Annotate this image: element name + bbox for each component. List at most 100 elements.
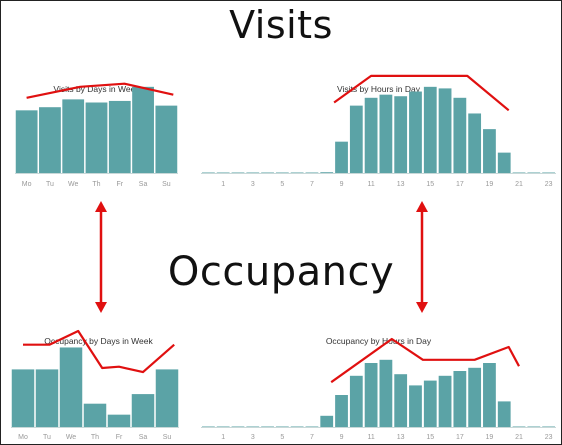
bar-We xyxy=(59,347,83,427)
tick-label: 19 xyxy=(486,181,494,188)
bar-23 xyxy=(542,426,555,427)
chart-occupancy-hours: 1 3 5 7 9 11 13 15 17 19 21 23 xyxy=(201,337,556,441)
bar-2 xyxy=(231,172,245,173)
double-arrow-hours xyxy=(416,201,428,313)
bar-Th xyxy=(83,403,107,427)
tick-label: 19 xyxy=(486,434,494,441)
bar-Sa xyxy=(131,394,155,427)
bar-12 xyxy=(379,359,393,427)
bar-8 xyxy=(320,415,334,427)
tick-label: Th xyxy=(91,434,99,441)
bar-Th xyxy=(85,102,108,173)
bar-18 xyxy=(468,113,482,173)
chart-title-occupancy-hours: Occupancy by Hours in Day xyxy=(325,336,432,346)
bar-Sa xyxy=(132,86,154,173)
tick-label: 15 xyxy=(426,434,434,441)
bar-12 xyxy=(379,94,393,173)
bar-11 xyxy=(364,363,378,427)
tick-label: 1 xyxy=(221,434,225,441)
arrow-head-up xyxy=(416,201,428,212)
bar-0 xyxy=(202,172,215,173)
bar-5 xyxy=(275,426,289,427)
bar-21 xyxy=(512,172,526,173)
tick-label: 1 xyxy=(221,181,225,188)
bar-19 xyxy=(483,129,496,173)
arrow-head-down xyxy=(95,302,107,313)
bar-Fr xyxy=(108,100,131,173)
bar-6 xyxy=(290,172,304,173)
bar-17 xyxy=(453,371,467,427)
visits-heading: Visits xyxy=(229,3,333,47)
tick-label: 13 xyxy=(397,434,405,441)
tick-label: 17 xyxy=(456,181,464,188)
tick-label: 9 xyxy=(340,434,344,441)
tick-label: Tu xyxy=(43,434,51,441)
trend-line xyxy=(26,82,174,99)
bar-15 xyxy=(423,380,437,427)
bar-Fr xyxy=(107,414,131,427)
trend-line xyxy=(23,329,175,374)
chart-visits-days: Mo Tu We Th Fr Sa Su xyxy=(15,82,178,188)
bar-22 xyxy=(527,426,541,427)
bar-18 xyxy=(468,367,482,427)
bar-7 xyxy=(305,172,319,173)
bar-9 xyxy=(335,395,348,427)
bar-23 xyxy=(542,172,555,173)
bar-8 xyxy=(320,172,334,173)
bar-11 xyxy=(364,97,378,173)
tick-label: 7 xyxy=(310,434,314,441)
tick-label: 15 xyxy=(426,181,434,188)
tick-label: Sa xyxy=(139,181,148,188)
arrow-head-down xyxy=(416,302,428,313)
bar-Mo xyxy=(11,369,35,427)
bar-22 xyxy=(527,172,541,173)
bar-10 xyxy=(349,105,363,173)
tick-label: Sa xyxy=(139,434,148,441)
chart-occupancy-days: Mo Tu We Th Fr Sa Su xyxy=(11,329,179,441)
tick-label: 23 xyxy=(545,181,553,188)
tick-label: Mo xyxy=(18,434,28,441)
bar-13 xyxy=(394,374,408,427)
tick-label: Tu xyxy=(46,181,54,188)
bar-14 xyxy=(409,385,422,427)
tick-label: 3 xyxy=(251,181,255,188)
bar-7 xyxy=(305,426,319,427)
tick-label: 7 xyxy=(310,181,314,188)
tick-label: 21 xyxy=(515,181,523,188)
bar-3 xyxy=(246,426,260,427)
bar-10 xyxy=(349,375,363,427)
occupancy-heading: Occupancy xyxy=(167,249,395,295)
bar-Mo xyxy=(15,110,38,173)
tick-label: 23 xyxy=(545,434,553,441)
bar-20 xyxy=(497,152,511,173)
tick-label: Fr xyxy=(116,434,123,441)
tick-label: Th xyxy=(92,181,100,188)
bar-1 xyxy=(216,172,230,173)
tick-label: Su xyxy=(162,181,171,188)
tick-label: 17 xyxy=(456,434,464,441)
chart-visits-hours: 1 3 5 7 9 11 13 15 17 19 21 23 xyxy=(201,74,556,188)
trend-line xyxy=(333,74,510,112)
chart-title-occupancy-days: Occupancy by Days in Week xyxy=(44,336,153,346)
bar-Tu xyxy=(39,107,61,173)
bar-19 xyxy=(483,363,496,427)
tick-label: Su xyxy=(163,434,172,441)
tick-label: 3 xyxy=(251,434,255,441)
trend-line xyxy=(330,337,520,384)
bar-15 xyxy=(423,86,437,173)
arrow-head-up xyxy=(95,201,107,212)
tick-label: 5 xyxy=(280,434,284,441)
tick-label: 9 xyxy=(340,181,344,188)
tick-label: 5 xyxy=(280,181,284,188)
bar-2 xyxy=(231,426,245,427)
bar-Su xyxy=(155,369,179,427)
bar-13 xyxy=(394,96,408,173)
tick-label: Fr xyxy=(116,181,123,188)
bar-1 xyxy=(216,426,230,427)
bar-14 xyxy=(409,91,422,173)
bar-21 xyxy=(512,426,526,427)
tick-label: 13 xyxy=(397,181,405,188)
bar-0 xyxy=(202,426,215,427)
